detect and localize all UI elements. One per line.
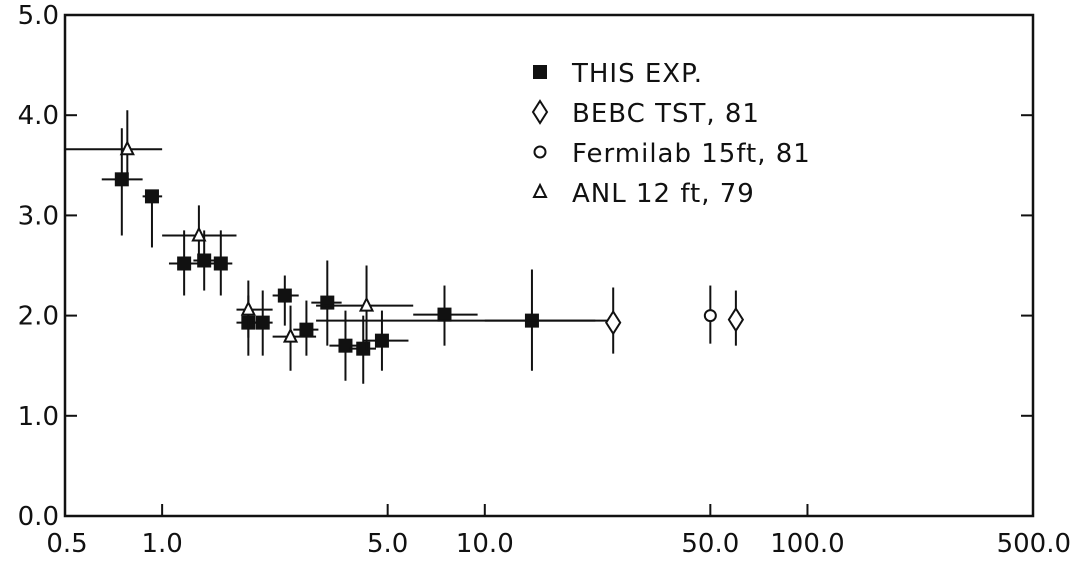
series-3-point-3-marker <box>282 327 299 343</box>
series-0-point-4-marker <box>213 256 228 271</box>
y-tick-label: 3.0 <box>18 201 59 231</box>
series-0-point-0-marker <box>114 172 129 187</box>
series-0-point-2-marker <box>177 256 192 271</box>
y-tick-label: 5.0 <box>18 1 59 31</box>
y-tick-label: 1.0 <box>18 402 59 432</box>
legend-label-1: BEBC TST, 81 <box>572 99 760 129</box>
series-3-point-4-marker <box>358 296 375 312</box>
series-0-point-8-marker <box>299 322 314 337</box>
series-3-point-0-marker <box>119 140 135 156</box>
series-0-point-12-marker <box>374 333 389 348</box>
legend-label-2: Fermilab 15ft, 81 <box>572 139 811 169</box>
x-tick-label: 100.0 <box>770 529 844 559</box>
x-tick-label: 10.0 <box>456 529 514 559</box>
legend-marker-3 <box>532 182 548 198</box>
plot-frame <box>63 13 1035 518</box>
series-0-point-10-marker <box>338 338 353 353</box>
y-tick-label: 2.0 <box>18 302 59 332</box>
x-tick-label: 0.5 <box>46 529 87 559</box>
series-0-point-7-marker <box>277 288 292 303</box>
legend-marker-2 <box>533 145 547 159</box>
legend-marker-0 <box>533 65 547 79</box>
series-0-point-6-marker <box>255 315 270 330</box>
series-3-point-1-marker <box>191 226 207 242</box>
x-tick-label: 1.0 <box>141 529 182 559</box>
legend-marker-1 <box>531 99 549 125</box>
series-2-point-0-marker <box>703 309 717 323</box>
legend-label-0: THIS EXP. <box>571 59 703 89</box>
x-tick-label: 50.0 <box>681 529 739 559</box>
x-tick-label: 500.0 <box>997 529 1071 559</box>
y-tick-label: 4.0 <box>18 101 59 131</box>
series-0-point-11-marker <box>356 341 371 356</box>
series-0-point-1-marker <box>144 189 159 204</box>
series-0-point-3-marker <box>197 253 212 268</box>
y-tick-label: 0.0 <box>18 502 59 532</box>
series-1-point-0-marker <box>605 309 622 336</box>
series-0-point-13-marker <box>437 307 452 322</box>
legend-label-3: ANL 12 ft, 79 <box>572 179 755 209</box>
series-3-point-2-marker <box>240 300 256 316</box>
series-0-point-9-marker <box>320 295 335 310</box>
x-tick-label: 5.0 <box>367 529 408 559</box>
series-1-point-1-marker <box>727 306 745 333</box>
